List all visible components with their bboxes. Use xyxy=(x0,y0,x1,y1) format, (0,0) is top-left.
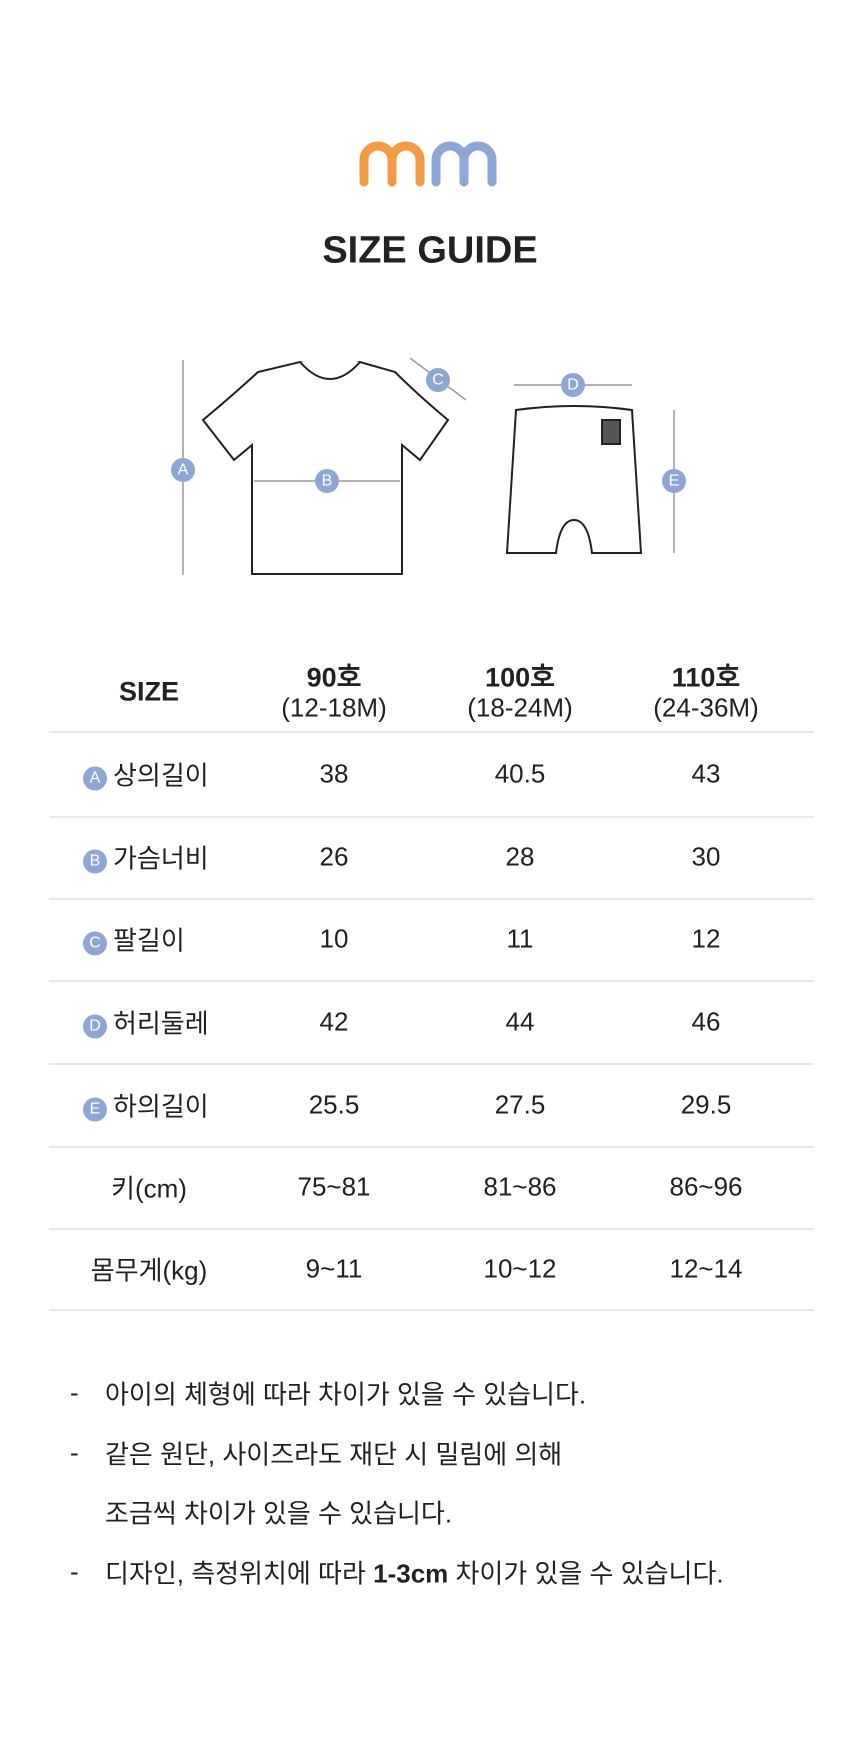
cell: 10 xyxy=(319,923,349,954)
row-label-text: 가슴너비 xyxy=(113,843,209,874)
note-text: 디자인, 측정위치에 따라 xyxy=(105,1558,374,1589)
row-label-text: 팔길이 xyxy=(113,925,185,956)
logo xyxy=(359,141,497,187)
row-badge: A xyxy=(83,766,107,790)
cell: 40.5 xyxy=(494,758,546,788)
row-badge: C xyxy=(83,931,107,956)
column-months: (12-18M) xyxy=(281,692,387,723)
cell: 26 xyxy=(319,841,349,872)
row-badge: E xyxy=(83,1097,107,1121)
row-label: 키(cm) xyxy=(111,1169,187,1206)
row-label: 몸무게(kg) xyxy=(91,1250,208,1287)
cell: 9~11 xyxy=(305,1253,363,1283)
row-label: B 가슴너비 xyxy=(83,839,209,876)
cell: 29.5 xyxy=(680,1089,732,1119)
cell: 28 xyxy=(505,841,535,872)
row-divider xyxy=(49,816,814,818)
row-label: D 허리둘레 xyxy=(83,1003,209,1040)
badge-e: E xyxy=(669,473,680,490)
note-bold: 1-3cm xyxy=(373,1558,449,1589)
column-size: 90호 xyxy=(306,662,362,693)
row-label-text: 몸무게(kg) xyxy=(90,1255,208,1285)
row-badge: D xyxy=(83,1014,107,1038)
note-text: 아이의 체형에 따라 차이가 있을 수 있습니다. xyxy=(105,1379,587,1410)
column-months: (24-36M) xyxy=(653,692,759,723)
column-months: (18-24M) xyxy=(467,692,573,723)
row-label-text: 키(cm) xyxy=(111,1173,187,1204)
note-text: 차이가 있을 수 있습니다. xyxy=(448,1558,724,1589)
cell: 42 xyxy=(319,1006,349,1036)
cell: 81~86 xyxy=(483,1171,557,1202)
diagram-badges: A B C D E xyxy=(171,368,686,493)
badge-a: A xyxy=(178,462,189,479)
cell: 46 xyxy=(691,1006,721,1036)
row-divider xyxy=(49,1146,814,1148)
cell: 10~12 xyxy=(483,1253,557,1283)
cell: 11 xyxy=(506,923,534,954)
row-label-text: 하의길이 xyxy=(113,1091,209,1121)
badge-b: B xyxy=(322,473,333,490)
note-dash: - xyxy=(70,1556,79,1587)
note-text: 같은 원단, 사이즈라도 재단 시 밀림에 의해 xyxy=(105,1439,563,1470)
row-divider xyxy=(49,1228,814,1230)
cell: 12~14 xyxy=(669,1253,743,1283)
cell: 27.5 xyxy=(494,1089,546,1119)
note-line: 같은 원단, 사이즈라도 재단 시 밀림에 의해 xyxy=(105,1435,562,1472)
row-label: A 상의길이 xyxy=(83,755,209,792)
column-size: 110호 xyxy=(671,662,741,693)
row-label-text: 허리둘레 xyxy=(113,1008,209,1038)
note-line: 조금씩 차이가 있을 수 있습니다. xyxy=(105,1494,452,1531)
cell: 38 xyxy=(319,758,349,788)
note-text: 조금씩 차이가 있을 수 있습니다. xyxy=(105,1498,453,1529)
cell: 12 xyxy=(691,923,721,954)
cell: 43 xyxy=(691,758,721,788)
corner: SIZE xyxy=(118,676,180,707)
tshirt xyxy=(201,360,450,575)
badge-c: C xyxy=(432,372,444,389)
title: SIZE GUIDE xyxy=(322,229,538,272)
cell: 86~96 xyxy=(669,1171,743,1202)
row-label: C 팔길이 xyxy=(83,921,185,958)
row-divider xyxy=(49,980,814,982)
cell: 30 xyxy=(691,841,721,872)
illustration: A B C D E xyxy=(171,141,686,575)
note-line: 디자인, 측정위치에 따라 1-3cm 차이가 있을 수 있습니다. xyxy=(105,1554,724,1591)
column-size: 100호 xyxy=(485,662,555,693)
row-badge: B xyxy=(83,849,107,874)
row-divider xyxy=(49,898,814,900)
note-line: 아이의 체형에 따라 차이가 있을 수 있습니다. xyxy=(105,1375,586,1412)
row-divider xyxy=(49,1063,814,1065)
shorts xyxy=(505,405,643,554)
row-label-text: 상의길이 xyxy=(113,760,209,790)
row-divider xyxy=(49,731,814,733)
row-label: E 하의길이 xyxy=(83,1086,209,1123)
row-divider xyxy=(49,1309,814,1311)
note-dash: - xyxy=(70,1377,79,1408)
badge-d: D xyxy=(567,377,579,394)
note-dash: - xyxy=(70,1437,79,1468)
cell: 44 xyxy=(505,1006,535,1036)
cell: 25.5 xyxy=(308,1089,360,1119)
cell: 75~81 xyxy=(297,1171,371,1202)
